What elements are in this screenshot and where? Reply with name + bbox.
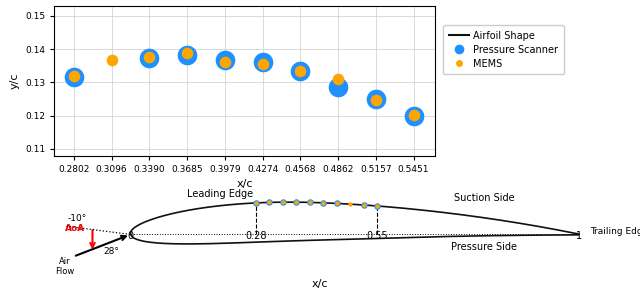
- Point: [333, 85, 343, 90]
- Point: [371, 97, 381, 101]
- Point: [144, 56, 154, 61]
- Text: 0.28: 0.28: [245, 231, 267, 241]
- Point: [68, 75, 79, 79]
- Text: -10°: -10°: [67, 214, 86, 223]
- Point: [358, 203, 369, 207]
- Point: [278, 200, 288, 204]
- Point: [295, 68, 305, 73]
- Point: [372, 204, 382, 208]
- Text: Leading Edge: Leading Edge: [187, 189, 253, 199]
- Point: [372, 204, 382, 208]
- Point: [332, 201, 342, 206]
- Point: [305, 200, 315, 205]
- Point: [408, 113, 419, 117]
- Point: [358, 203, 369, 207]
- Point: [264, 200, 275, 205]
- Point: [291, 200, 301, 204]
- Point: [144, 55, 154, 60]
- Point: [278, 200, 288, 204]
- Point: [182, 51, 192, 55]
- Text: Suction Side: Suction Side: [454, 193, 515, 203]
- Point: [220, 60, 230, 65]
- Point: [318, 200, 328, 205]
- Point: [345, 202, 355, 206]
- Point: [68, 74, 79, 79]
- X-axis label: x/c: x/c: [237, 179, 253, 189]
- Text: Trailing Edge: Trailing Edge: [590, 227, 640, 236]
- Point: [333, 77, 343, 81]
- Point: [264, 200, 275, 205]
- Text: Pressure Side: Pressure Side: [451, 242, 518, 252]
- Text: 1: 1: [575, 231, 582, 241]
- Point: [251, 201, 261, 205]
- Point: [106, 57, 116, 62]
- Legend: Airfoil Shape, Pressure Scanner, MEMS: Airfoil Shape, Pressure Scanner, MEMS: [444, 25, 564, 75]
- Y-axis label: y/c: y/c: [10, 72, 20, 89]
- Text: 0.55: 0.55: [366, 231, 388, 241]
- Point: [257, 60, 268, 65]
- Text: Air
Flow: Air Flow: [54, 257, 74, 276]
- Point: [332, 201, 342, 206]
- Point: [257, 62, 268, 66]
- Point: [318, 200, 328, 205]
- Point: [408, 113, 419, 118]
- Point: [182, 53, 192, 57]
- Point: [251, 201, 261, 205]
- Point: [371, 97, 381, 102]
- Text: AoA: AoA: [65, 223, 84, 232]
- Text: 28°: 28°: [104, 247, 120, 256]
- Text: 0: 0: [127, 231, 134, 241]
- Point: [305, 200, 315, 205]
- Text: x/c: x/c: [312, 278, 328, 288]
- Point: [220, 57, 230, 62]
- Point: [291, 200, 301, 204]
- Point: [295, 68, 305, 73]
